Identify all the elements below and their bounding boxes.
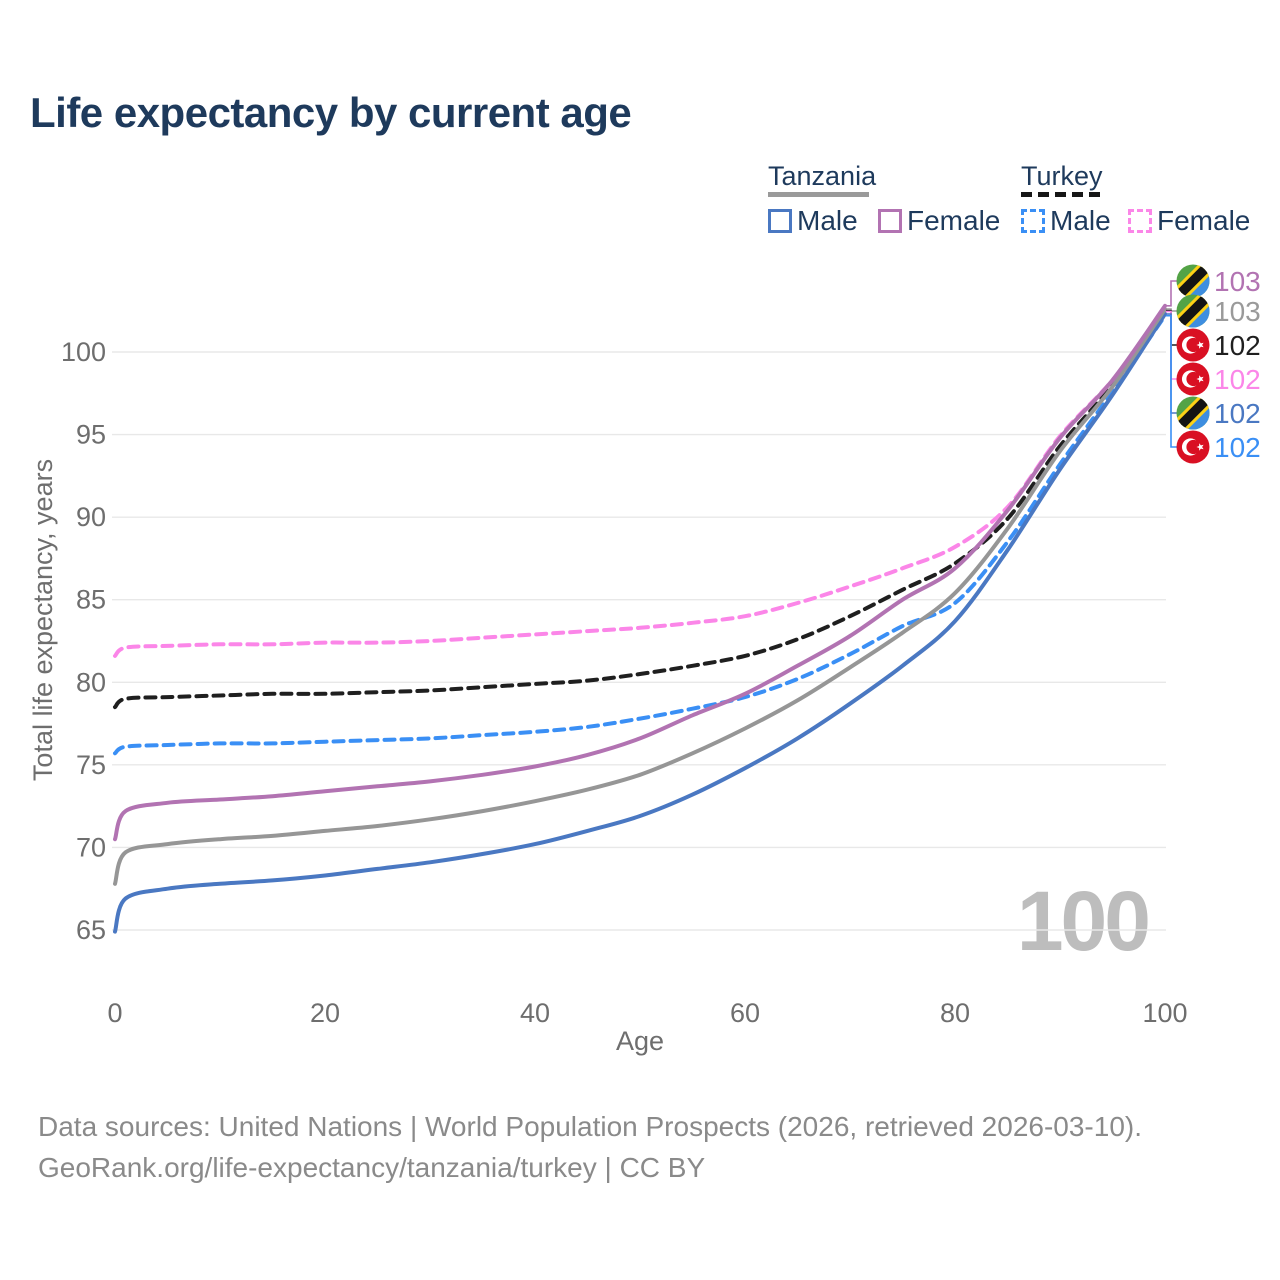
y-tick-90: 90 xyxy=(76,502,106,532)
y-tick-85: 85 xyxy=(76,585,106,615)
x-tick-60: 60 xyxy=(730,998,760,1028)
turkey-line-style-swatch xyxy=(1021,192,1100,197)
x-axis-title: Age xyxy=(616,1026,664,1056)
x-tick-0: 0 xyxy=(107,998,122,1028)
y-axis-title: Total life expectancy, years xyxy=(28,459,58,781)
series-line-turkey xyxy=(113,308,1167,710)
end-value-turkey: 102 xyxy=(1214,330,1261,361)
end-value-tanzania-male: 102 xyxy=(1214,398,1261,429)
end-value-turkey-female: 102 xyxy=(1214,364,1261,395)
legend-item-tanzania-male[interactable]: Male xyxy=(768,205,858,237)
legend-item-label: Female xyxy=(1157,205,1251,236)
tanzania-flag-icon xyxy=(1176,396,1210,430)
legend-group-tanzania-label: Tanzania xyxy=(768,161,877,191)
series-line-tanzania-female xyxy=(113,303,1167,842)
end-value-tanzania: 103 xyxy=(1214,296,1261,327)
y-tick-80: 80 xyxy=(76,667,106,697)
x-tick-80: 80 xyxy=(940,998,970,1028)
footer-attribution: GeoRank.org/life-expectancy/tanzania/tur… xyxy=(38,1152,706,1183)
page-title: Life expectancy by current age xyxy=(30,89,632,136)
y-tick-70: 70 xyxy=(76,832,106,862)
legend-group-turkey-label: Turkey xyxy=(1021,161,1103,191)
series-line-tanzania xyxy=(113,307,1167,886)
footer-data-sources: Data sources: United Nations | World Pop… xyxy=(38,1111,1143,1142)
y-tick-65: 65 xyxy=(76,915,106,945)
legend-item-label: Female xyxy=(907,205,1001,236)
legend-item-turkey-male[interactable]: Male xyxy=(1021,205,1111,237)
y-tick-95: 95 xyxy=(76,420,106,450)
legend-item-label: Male xyxy=(797,205,858,236)
series-line-turkey-female xyxy=(113,309,1167,658)
x-tick-20: 20 xyxy=(310,998,340,1028)
tanzania-line-style-swatch xyxy=(768,192,869,197)
turkey-male-swatch xyxy=(1021,209,1045,233)
age-watermark: 100 xyxy=(1017,874,1148,968)
series-line-tanzania-male xyxy=(113,312,1167,934)
turkey-female-swatch xyxy=(1128,209,1152,233)
y-tick-100: 100 xyxy=(61,337,106,367)
turkey-flag-icon xyxy=(1176,430,1210,464)
end-value-tanzania-female: 103 xyxy=(1214,266,1261,297)
x-tick-100: 100 xyxy=(1142,998,1187,1028)
turkey-flag-icon xyxy=(1176,362,1210,396)
y-tick-75: 75 xyxy=(76,750,106,780)
legend-item-turkey-female[interactable]: Female xyxy=(1128,205,1250,237)
end-label-connector-turkey-male xyxy=(1166,314,1177,448)
tanzania-male-swatch xyxy=(768,209,792,233)
footer: Data sources: United Nations | World Pop… xyxy=(38,1106,1142,1188)
legend-item-label: Male xyxy=(1050,205,1111,236)
x-tick-40: 40 xyxy=(520,998,550,1028)
series-line-turkey-male xyxy=(113,313,1167,756)
end-label-connector-tanzania-female xyxy=(1166,280,1177,307)
legend-item-tanzania-female[interactable]: Female xyxy=(878,205,1000,237)
turkey-flag-icon xyxy=(1176,328,1210,362)
tanzania-flag-icon xyxy=(1176,294,1210,328)
end-value-turkey-male: 102 xyxy=(1214,432,1261,463)
tanzania-female-swatch xyxy=(878,209,902,233)
